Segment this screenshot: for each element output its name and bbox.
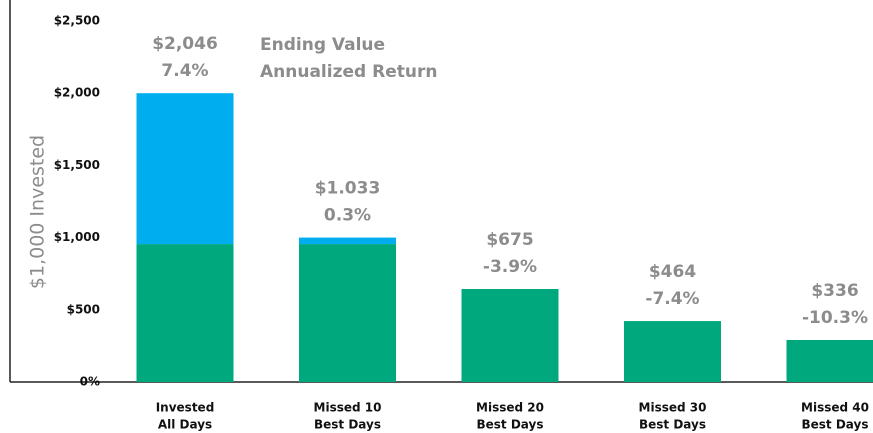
y-tick-label: $1,000 (54, 230, 100, 244)
bar-segment (299, 237, 396, 245)
bar-label: 7.4% (161, 61, 208, 81)
x-tick-label: Missed 40 (801, 401, 869, 415)
bar-segment (136, 93, 234, 245)
bar-segment (299, 244, 396, 382)
bar-label: $336 (811, 281, 858, 301)
y-tick-label: $2,000 (54, 86, 100, 100)
x-tick-label: Invested (156, 401, 215, 415)
bar-label: -3.9% (483, 257, 537, 277)
x-tick-label: Best Days (477, 418, 544, 432)
x-tick-label: Best Days (314, 418, 381, 432)
bar-label: $1.033 (315, 179, 381, 199)
y-tick-label: 0% (80, 375, 100, 389)
annotation: Annualized Return (260, 62, 437, 82)
x-tick-label: Missed 30 (639, 401, 707, 415)
y-tick-label: $500 (67, 302, 100, 316)
x-tick-label: Missed 10 (314, 401, 382, 415)
bar-label: $2,046 (152, 34, 218, 54)
annotation: Ending Value (260, 35, 385, 55)
y-tick-label: $2,500 (54, 14, 100, 28)
x-tick-label: All Days (158, 418, 212, 432)
bar-segment (136, 244, 234, 382)
y-axis-label: $1,000 Invested (27, 135, 49, 289)
x-tick-label: Best Days (802, 418, 869, 432)
bar-label: -10.3% (802, 308, 868, 328)
bar-label: $464 (649, 262, 696, 282)
x-tick-label: Best Days (639, 418, 706, 432)
bar-segment (461, 289, 559, 382)
x-tick-label: Missed 20 (476, 401, 544, 415)
bar-label: 0.3% (324, 206, 371, 226)
bar-label: $675 (486, 230, 533, 250)
bar-label: -7.4% (645, 289, 699, 309)
bar-segment (624, 321, 721, 382)
y-tick-label: $1,500 (54, 158, 100, 172)
bar-segment (786, 339, 873, 382)
